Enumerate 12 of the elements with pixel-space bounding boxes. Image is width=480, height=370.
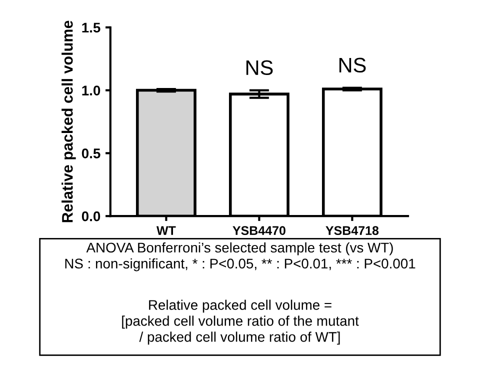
annotation: NS (246, 60, 273, 76)
text: ANOVA Bonferroni’s selected sample test (vs WT) NS : non-significant, * : P<0.05, ** : P<0.01, *** : P<0.001 (65, 242, 416, 272)
y-tick-label: 0.0 (82, 211, 100, 222)
annotation: NS (339, 58, 366, 73)
y-axis-title: Relative packed cell volume (62, 20, 76, 222)
y-tick-label: 1.0 (82, 86, 100, 96)
y-tick-label: 0.5 (82, 148, 100, 158)
x-tick-label: YSB4470 (232, 226, 286, 235)
x-tick-label: WT (156, 226, 176, 235)
y-tick-label: 1.5 (82, 22, 100, 33)
text: Relative packed cell volume = [packed cell volume ratio of the mutant / packed cell volume ratio of WT] (122, 300, 359, 345)
x-tick-label: YSB4718 (326, 226, 379, 235)
